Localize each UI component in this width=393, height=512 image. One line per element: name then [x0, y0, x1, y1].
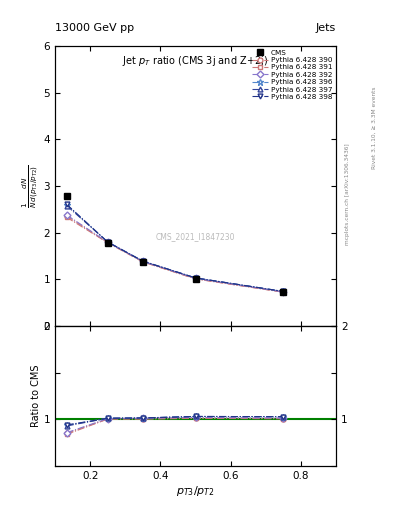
Text: 13000 GeV pp: 13000 GeV pp	[55, 23, 134, 33]
Pythia 6.428 397	[105, 239, 110, 245]
Pythia 6.428 390	[105, 240, 110, 246]
Pythia 6.428 398	[105, 239, 110, 245]
Pythia 6.428 392	[281, 289, 286, 295]
Line: Pythia 6.428 396: Pythia 6.428 396	[63, 201, 287, 295]
Text: Jets: Jets	[316, 23, 336, 33]
Pythia 6.428 397	[193, 275, 198, 281]
Pythia 6.428 397	[281, 288, 286, 294]
Pythia 6.428 392	[140, 258, 145, 264]
Pythia 6.428 392	[193, 275, 198, 282]
Pythia 6.428 397	[64, 203, 69, 209]
Text: Rivet 3.1.10, ≥ 3.3M events: Rivet 3.1.10, ≥ 3.3M events	[371, 87, 376, 169]
Pythia 6.428 390	[281, 289, 286, 295]
Line: Pythia 6.428 390: Pythia 6.428 390	[64, 214, 286, 294]
Line: Pythia 6.428 391: Pythia 6.428 391	[64, 215, 286, 294]
Text: CMS_2021_I1847230: CMS_2021_I1847230	[156, 232, 235, 241]
Pythia 6.428 391	[140, 259, 145, 265]
Pythia 6.428 391	[105, 240, 110, 246]
Pythia 6.428 398	[193, 275, 198, 281]
Pythia 6.428 396	[140, 258, 145, 264]
Text: mcplots.cern.ch [arXiv:1306.3436]: mcplots.cern.ch [arXiv:1306.3436]	[345, 144, 350, 245]
Pythia 6.428 392	[105, 239, 110, 245]
Pythia 6.428 398	[140, 258, 145, 264]
Pythia 6.428 390	[64, 213, 69, 219]
Y-axis label: $\frac{1}{N}\frac{dN}{d(p_{T3}/p_{T2})}$: $\frac{1}{N}\frac{dN}{d(p_{T3}/p_{T2})}$	[21, 164, 41, 208]
X-axis label: $p_{T3}/p_{T2}$: $p_{T3}/p_{T2}$	[176, 483, 215, 498]
Pythia 6.428 391	[64, 214, 69, 220]
Pythia 6.428 391	[193, 276, 198, 282]
Pythia 6.428 390	[140, 259, 145, 265]
Line: Pythia 6.428 398: Pythia 6.428 398	[64, 202, 286, 294]
Pythia 6.428 396	[193, 275, 198, 281]
Legend: CMS, Pythia 6.428 390, Pythia 6.428 391, Pythia 6.428 392, Pythia 6.428 396, Pyt: CMS, Pythia 6.428 390, Pythia 6.428 391,…	[251, 48, 334, 101]
Y-axis label: Ratio to CMS: Ratio to CMS	[31, 365, 41, 427]
Pythia 6.428 396	[281, 288, 286, 294]
Line: Pythia 6.428 392: Pythia 6.428 392	[64, 212, 286, 294]
Pythia 6.428 396	[64, 202, 69, 208]
Text: Jet $p_T$ ratio (CMS 3j and Z+2j): Jet $p_T$ ratio (CMS 3j and Z+2j)	[123, 54, 268, 69]
Line: Pythia 6.428 397: Pythia 6.428 397	[64, 203, 286, 294]
Pythia 6.428 398	[64, 201, 69, 207]
Pythia 6.428 398	[281, 288, 286, 294]
Pythia 6.428 390	[193, 276, 198, 282]
Pythia 6.428 392	[64, 212, 69, 218]
Pythia 6.428 396	[105, 239, 110, 245]
Pythia 6.428 397	[140, 258, 145, 264]
Pythia 6.428 391	[281, 289, 286, 295]
